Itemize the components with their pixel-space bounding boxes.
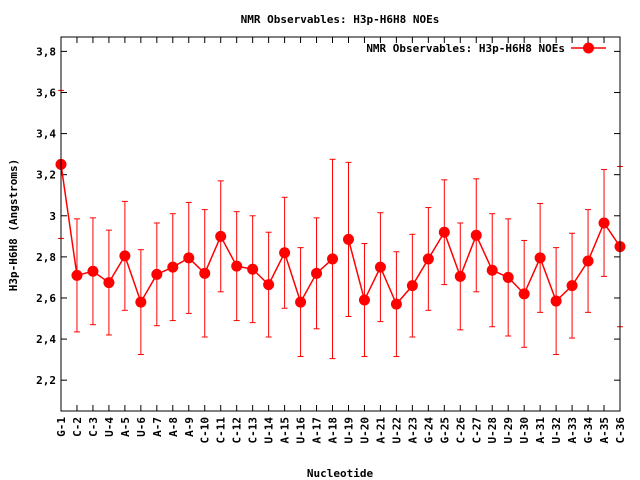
x-tick-label: U-14: [263, 417, 276, 444]
y-tick-label: 2,4: [36, 333, 56, 346]
x-tick-label: C-12: [231, 417, 244, 444]
x-tick-label: A-21: [374, 417, 387, 444]
data-point: [183, 252, 195, 264]
x-tick-label: G-1: [55, 417, 68, 437]
data-point: [582, 255, 594, 267]
data-point: [279, 247, 291, 259]
data-point: [406, 280, 418, 292]
data-point: [247, 263, 259, 275]
x-tick-label: U-32: [550, 417, 563, 444]
data-point: [502, 271, 514, 283]
y-tick-label: 2,2: [36, 374, 56, 387]
data-point: [87, 265, 99, 277]
series-line: [60, 164, 334, 304]
data-point: [103, 277, 115, 289]
x-tick-label: A-23: [406, 417, 419, 444]
data-point: [215, 230, 227, 242]
legend-label: NMR Observables: H3p-H6H8 NOEs: [366, 42, 565, 55]
x-tick-label: U-28: [486, 417, 499, 444]
data-point: [71, 269, 83, 281]
x-tick-label: C-27: [470, 417, 483, 444]
y-tick-label: 2,6: [36, 292, 56, 305]
legend-marker: [583, 42, 594, 54]
x-tick-label: C-10: [199, 417, 212, 444]
x-tick-label: U-16: [295, 417, 308, 444]
y-tick-label: 3,4: [36, 128, 56, 141]
data-point: [263, 279, 275, 291]
x-tick-label: A-9: [183, 417, 196, 437]
x-tick-label: C-2: [71, 417, 84, 437]
data-point: [422, 253, 434, 265]
data-point: [135, 296, 147, 308]
x-tick-label: A-5: [119, 417, 132, 437]
x-tick-label: C-3: [87, 417, 100, 437]
x-tick-label: C-36: [614, 417, 627, 444]
data-point: [119, 250, 131, 262]
data-point: [486, 264, 498, 276]
data-point: [390, 298, 402, 310]
data-point: [342, 233, 354, 245]
y-tick-label: 3,6: [36, 86, 56, 99]
x-tick-label: U-30: [518, 417, 531, 444]
ticks-layer: 2,2 2,4 2,6 2,8 3 3,2 3,4 3,6 3,8 G-1 C-2 C-3 U-4 A-5…: [36, 37, 627, 444]
y-axis-label: H3p-H6H8 (Angstroms): [7, 159, 20, 291]
x-tick-label: A-7: [151, 417, 164, 437]
data-point: [534, 252, 546, 264]
x-tick-label: G-34: [582, 417, 595, 444]
chart-title: NMR Observables: H3p-H6H8 NOEs: [241, 13, 440, 26]
x-tick-label: A-8: [167, 417, 180, 437]
data-point: [518, 288, 530, 300]
data-point: [598, 217, 610, 229]
x-tick-label: U-6: [135, 417, 148, 437]
x-tick-label: A-15: [279, 417, 292, 444]
data-point: [550, 295, 562, 307]
x-tick-label: U-29: [502, 417, 515, 444]
x-axis-label: Nucleotide: [307, 467, 374, 480]
data-point: [295, 296, 307, 308]
data-point: [231, 260, 243, 272]
x-tick-label: A-33: [566, 417, 579, 444]
data-point: [454, 270, 466, 282]
data-layer: [55, 89, 626, 360]
y-tick-label: 3: [49, 210, 56, 223]
x-tick-label: A-17: [311, 417, 324, 444]
legend: NMR Observables: H3p-H6H8 NOEs: [366, 42, 606, 55]
series-line: [347, 221, 621, 306]
x-tick-label: U-20: [358, 417, 371, 444]
data-point: [374, 261, 386, 273]
data-point: [358, 294, 370, 306]
x-tick-label: G-24: [422, 417, 435, 444]
y-tick-label: 3,8: [36, 45, 56, 58]
data-point: [438, 226, 450, 238]
data-point: [167, 261, 179, 273]
data-point: [151, 268, 163, 280]
x-tick-label: A-31: [534, 417, 547, 444]
data-point: [327, 253, 339, 265]
data-point: [199, 267, 211, 279]
data-point: [470, 229, 482, 241]
x-tick-label: C-11: [215, 417, 228, 444]
x-tick-label: A-18: [327, 417, 340, 444]
x-tick-label: C-26: [454, 417, 467, 444]
y-tick-label: 2,8: [36, 251, 56, 264]
x-tick-label: A-35: [598, 417, 611, 444]
x-tick-label: U-4: [103, 417, 116, 437]
plot-frame: [60, 36, 621, 412]
x-tick-label: U-19: [342, 417, 355, 444]
x-tick-label: G-25: [438, 417, 451, 444]
data-point: [311, 267, 323, 279]
x-tick-label: U-22: [390, 417, 403, 444]
x-tick-label: C-13: [247, 417, 260, 444]
y-tick-label: 3,2: [36, 169, 56, 182]
data-point: [566, 280, 578, 292]
